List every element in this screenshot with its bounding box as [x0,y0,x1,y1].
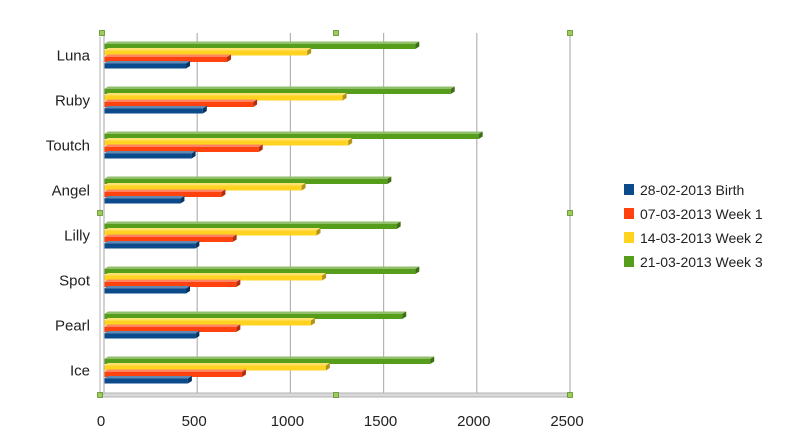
bar-ruby-series-0 [104,106,207,114]
category-label-angel: Angel [52,183,90,200]
category-label-toutch: Toutch [46,138,90,155]
bar-lilly-series-2 [104,228,321,236]
legend-item-3: 21-03-2013 Week 3 [624,254,763,270]
bar-spot-series-2 [104,273,327,281]
bar-toutch-series-3 [104,131,483,139]
bar-ruby-series-1 [104,99,258,107]
selection-handle[interactable] [97,392,103,398]
bar-lilly-series-1 [104,234,237,242]
x-tick-label: 2000 [457,413,490,430]
x-tick-label: 0 [97,413,105,430]
bar-angel-series-0 [104,196,185,204]
bar-toutch-series-2 [104,138,353,146]
category-label-ruby: Ruby [55,93,91,110]
selection-handle[interactable] [333,392,339,398]
bar-pearl-series-1 [104,324,241,332]
bar-ice-series-3 [104,356,435,364]
bar-ruby-series-3 [104,86,455,94]
bar-angel-series-3 [104,176,392,184]
legend: 28-02-2013 Birth 07-03-2013 Week 1 14-03-2… [624,182,763,270]
x-tick-label: 2500 [550,413,583,430]
bar-spot-series-0 [104,286,191,294]
legend-item-1: 07-03-2013 Week 1 [624,206,763,222]
bar-toutch-series-0 [104,151,196,159]
legend-item-0: 28-02-2013 Birth [624,182,744,198]
bar-pearl-series-3 [104,311,407,319]
legend-label: 21-03-2013 Week 3 [640,254,763,270]
bar-angel-series-2 [104,183,306,191]
bar-ice-series-2 [104,363,330,371]
x-tick-label: 500 [182,413,207,430]
selection-handle[interactable] [97,210,103,216]
bar-angel-series-1 [104,189,226,197]
bar-ice-series-0 [104,376,192,384]
x-tick-label: 1500 [364,413,397,430]
selection-handles [97,30,573,398]
legend-swatch [624,184,634,195]
bar-lilly-series-3 [104,221,401,229]
bar-pearl-series-0 [104,331,200,339]
legend-swatch [624,232,634,243]
selection-handle[interactable] [333,30,339,36]
legend-item-2: 14-03-2013 Week 2 [624,230,763,246]
legend-label: 28-02-2013 Birth [640,182,744,198]
bar-ruby-series-2 [104,93,347,101]
category-label-ice: Ice [70,363,90,380]
bar-spot-series-3 [104,266,420,274]
bar-toutch-series-1 [104,144,263,152]
bar-luna-series-2 [104,48,312,56]
category-label-pearl: Pearl [55,318,90,335]
bar-ice-series-1 [104,369,246,377]
bar-pearl-series-2 [104,318,315,326]
selection-handle[interactable] [99,30,105,36]
category-label-spot: Spot [59,273,91,290]
legend-label: 14-03-2013 Week 2 [640,230,763,246]
selection-handle[interactable] [567,392,573,398]
x-tick-labels: 0 500 1000 1500 2000 2500 [97,413,584,430]
legend-swatch [624,208,634,219]
legend-swatch [624,256,634,267]
bar-spot-series-1 [104,279,241,287]
bar-luna-series-0 [104,61,191,69]
category-labels: Luna Ruby Toutch Angel Lilly Spot Pearl Ice [46,48,91,380]
bars [104,41,483,384]
x-tick-label: 1000 [271,413,304,430]
bar-luna-series-3 [104,41,420,49]
category-label-luna: Luna [57,48,91,65]
selection-handle[interactable] [567,30,573,36]
category-label-lilly: Lilly [64,228,90,245]
selection-handle[interactable] [567,210,573,216]
legend-label: 07-03-2013 Week 1 [640,206,763,222]
bar-luna-series-1 [104,54,232,62]
bar-lilly-series-0 [104,241,200,249]
